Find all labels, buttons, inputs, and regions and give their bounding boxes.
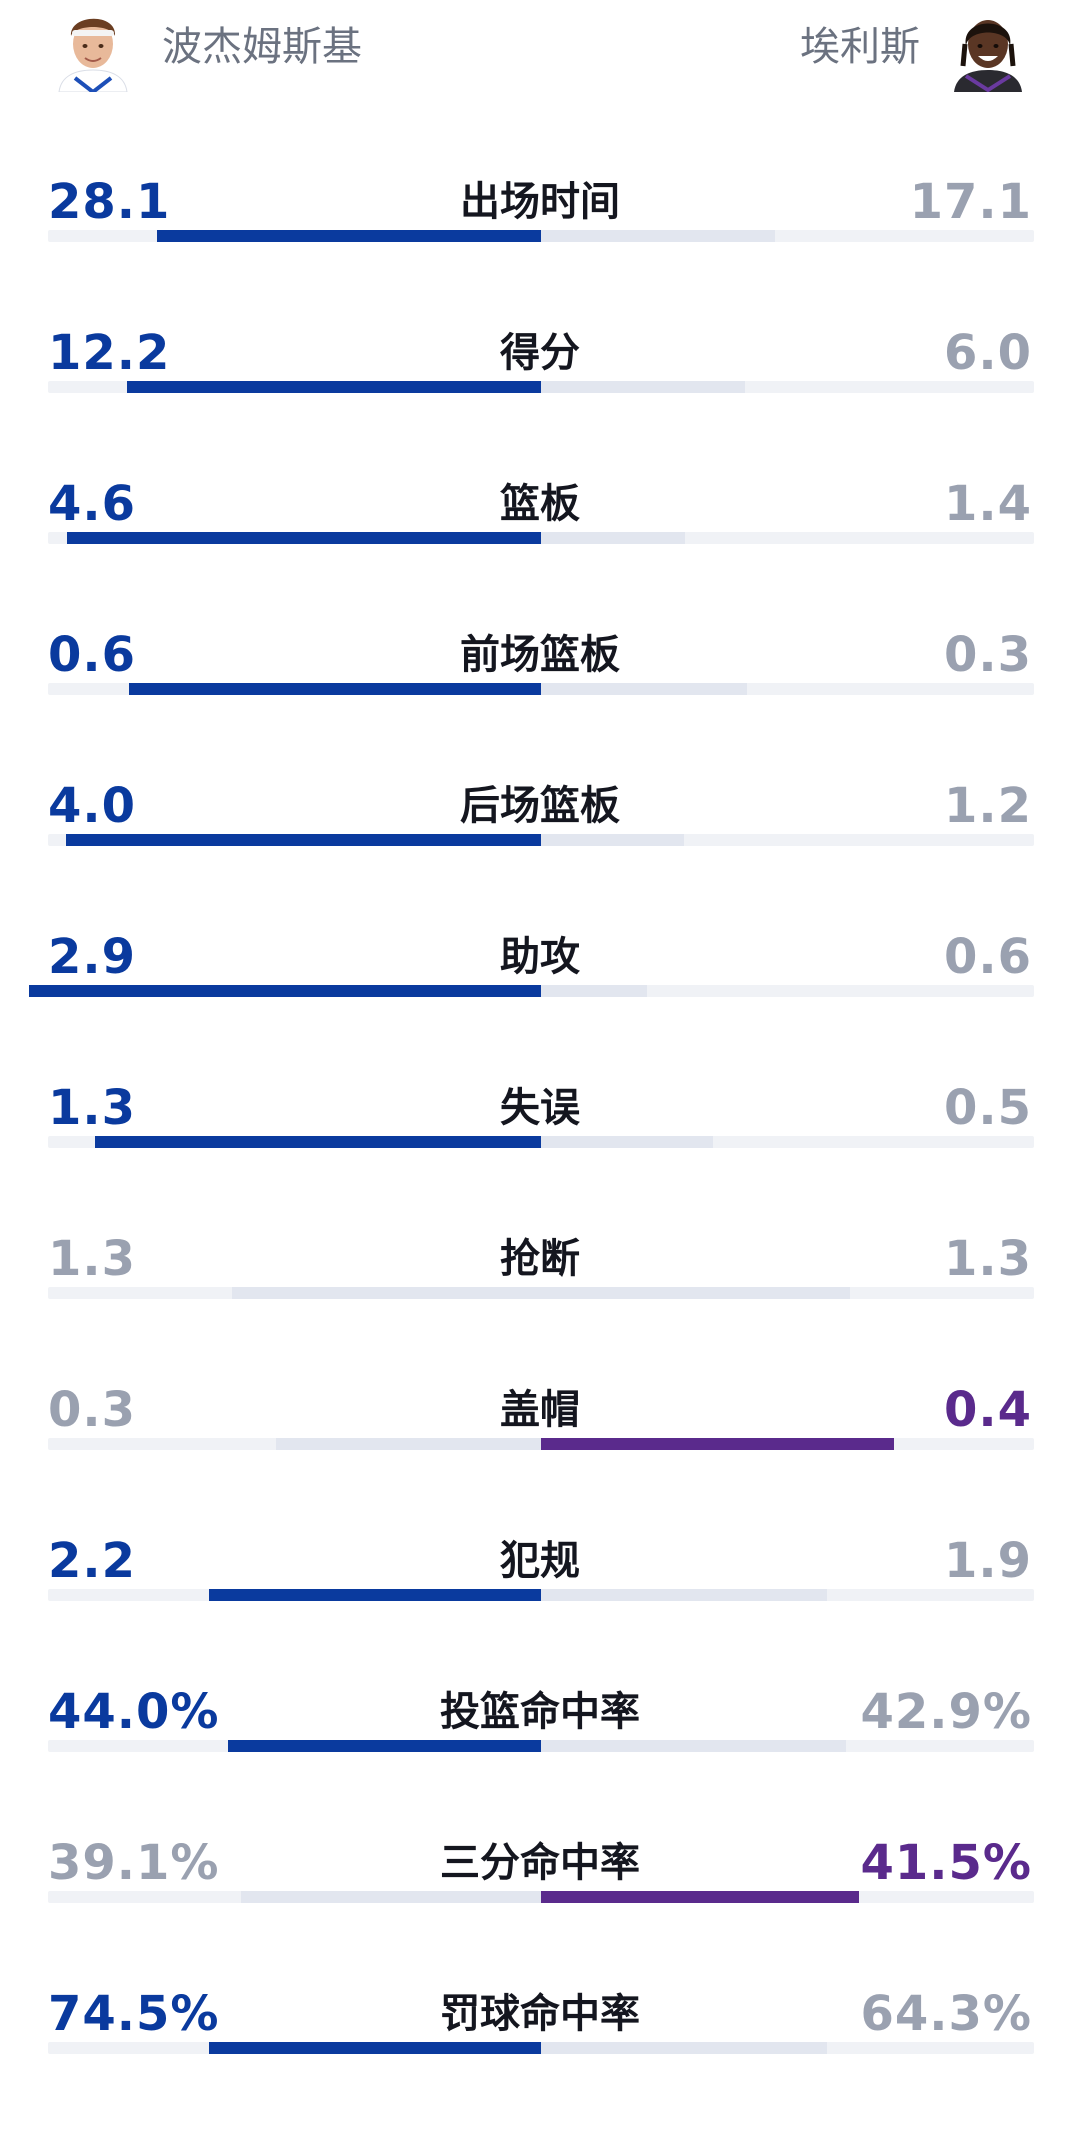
left-value: 74.5% [48, 1986, 220, 2042]
stat-row: 44.0% 投篮命中率 42.9% [0, 1682, 1080, 1832]
left-bar [228, 1740, 541, 1752]
right-value: 0.4 [943, 1382, 1032, 1438]
stat-label: 犯规 [500, 1538, 580, 1584]
right-bar [541, 2042, 827, 2054]
left-value: 39.1% [48, 1835, 220, 1891]
right-value: 42.9% [860, 1684, 1032, 1740]
right-value: 0.5 [943, 1080, 1032, 1136]
left-bar [127, 381, 541, 393]
left-value: 4.6 [48, 476, 137, 532]
right-value: 0.6 [943, 929, 1032, 985]
left-bar [95, 1136, 541, 1148]
left-value: 2.9 [48, 929, 137, 985]
right-value: 1.4 [943, 476, 1032, 532]
right-bar [541, 1136, 713, 1148]
right-bar [541, 381, 745, 393]
right-bar [541, 683, 747, 695]
stat-row: 1.3 失误 0.5 [0, 1078, 1080, 1228]
stat-label: 罚球命中率 [440, 1991, 640, 2037]
stat-row: 12.2 得分 6.0 [0, 323, 1080, 473]
comparison-header: 波杰姆斯基 埃利斯 [0, 0, 1080, 110]
stat-label: 前场篮板 [460, 632, 620, 678]
left-bar [157, 230, 541, 242]
right-bar [541, 1740, 846, 1752]
right-bar [541, 230, 775, 242]
right-bar [541, 1438, 894, 1450]
left-value: 0.3 [48, 1382, 137, 1438]
stat-row: 4.6 篮板 1.4 [0, 474, 1080, 624]
left-bar [129, 683, 541, 695]
player-left-name: 波杰姆斯基 [162, 24, 362, 70]
left-bar [241, 1891, 541, 1903]
stat-label: 失误 [500, 1085, 580, 1131]
right-bar [541, 1589, 827, 1601]
right-bar [541, 834, 684, 846]
stat-label: 抢断 [500, 1236, 580, 1282]
stat-row: 0.3 盖帽 0.4 [0, 1380, 1080, 1530]
right-value: 41.5% [860, 1835, 1032, 1891]
player-right-name: 埃利斯 [800, 24, 920, 70]
right-bar [541, 1891, 859, 1903]
right-value: 1.3 [943, 1231, 1032, 1287]
left-value: 4.0 [48, 778, 137, 834]
stat-row: 74.5% 罚球命中率 64.3% [0, 1984, 1080, 2134]
player-left-avatar-icon [58, 18, 128, 92]
left-bar [66, 834, 541, 846]
player-right-avatar-icon [954, 20, 1022, 92]
left-value: 1.3 [48, 1080, 137, 1136]
right-value: 0.3 [943, 627, 1032, 683]
stat-label: 得分 [500, 330, 580, 376]
stat-label: 篮板 [500, 481, 580, 527]
left-bar [232, 1287, 541, 1299]
stat-label: 投篮命中率 [440, 1689, 640, 1735]
right-value: 17.1 [909, 174, 1032, 230]
right-value: 1.2 [943, 778, 1032, 834]
right-value: 64.3% [860, 1986, 1032, 2042]
left-value: 2.2 [48, 1533, 137, 1589]
stat-row: 2.2 犯规 1.9 [0, 1531, 1080, 1681]
left-bar [29, 985, 541, 997]
stat-row: 28.1 出场时间 17.1 [0, 172, 1080, 322]
stat-label: 助攻 [500, 934, 580, 980]
left-value: 28.1 [48, 174, 171, 230]
right-bar [541, 985, 647, 997]
stat-label: 三分命中率 [440, 1840, 640, 1886]
right-bar [541, 1287, 850, 1299]
left-bar [209, 1589, 541, 1601]
left-value: 0.6 [48, 627, 137, 683]
player-left-avatar[interactable] [55, 6, 131, 92]
stat-row: 2.9 助攻 0.6 [0, 927, 1080, 1077]
right-value: 1.9 [943, 1533, 1032, 1589]
stat-row: 39.1% 三分命中率 41.5% [0, 1833, 1080, 1983]
right-bar [541, 532, 685, 544]
stat-label: 盖帽 [500, 1387, 580, 1433]
left-value: 44.0% [48, 1684, 220, 1740]
stat-label: 出场时间 [460, 179, 620, 225]
left-bar [209, 2042, 541, 2054]
stat-row: 1.3 抢断 1.3 [0, 1229, 1080, 1379]
stat-row: 0.6 前场篮板 0.3 [0, 625, 1080, 775]
stat-label: 后场篮板 [460, 783, 620, 829]
left-value: 1.3 [48, 1231, 137, 1287]
right-value: 6.0 [943, 325, 1032, 381]
player-right-avatar[interactable] [950, 6, 1026, 92]
left-value: 12.2 [48, 325, 171, 381]
left-bar [276, 1438, 541, 1450]
left-bar [67, 532, 541, 544]
stat-row: 4.0 后场篮板 1.2 [0, 776, 1080, 926]
